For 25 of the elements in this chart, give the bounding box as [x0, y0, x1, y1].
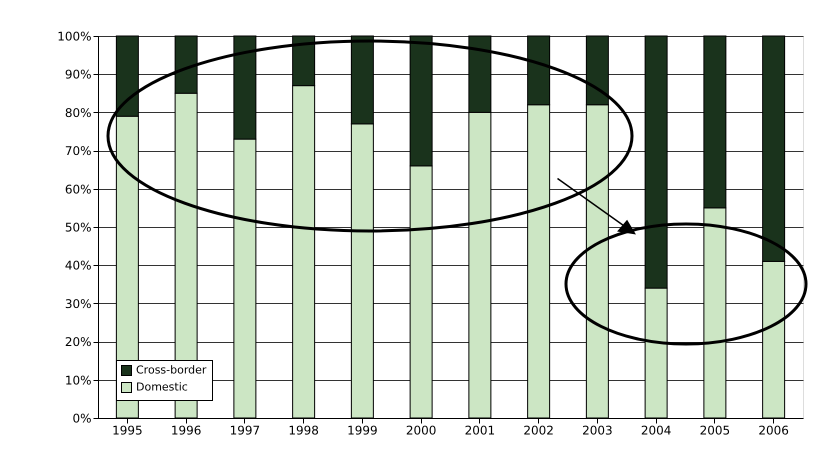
- y-tick-label: 70%: [64, 144, 92, 158]
- x-tick-label: 2004: [640, 424, 672, 438]
- y-tick-label: 40%: [64, 258, 92, 273]
- x-tick-label: 1997: [230, 424, 260, 438]
- legend-label: Cross-border: [136, 364, 207, 376]
- x-tick-label: 2000: [406, 424, 436, 438]
- y-tick-label: 0%: [72, 412, 92, 426]
- y-tick-label: 60%: [64, 182, 92, 196]
- y-tick-label: 90%: [64, 68, 92, 82]
- y-tick-label: 30%: [64, 296, 92, 311]
- x-tick-label: 1999: [347, 424, 378, 438]
- x-tick-label: 1995: [112, 424, 143, 438]
- y-tick-label: 50%: [64, 220, 92, 234]
- x-tick-label: 2002: [523, 424, 554, 438]
- x-tick-label: 1996: [170, 424, 202, 438]
- x-tick-label: 2006: [758, 424, 789, 438]
- y-tick-label: 20%: [64, 335, 92, 350]
- x-tick-label: 2001: [464, 424, 496, 438]
- x-tick-label: 2003: [582, 424, 613, 438]
- legend-label: Domestic: [136, 380, 188, 394]
- x-tick-label: 2005: [700, 424, 730, 438]
- y-tick-label: 10%: [64, 373, 92, 388]
- y-tick-label: 100%: [57, 30, 92, 44]
- x-tick-label: 1998: [288, 424, 319, 438]
- y-tick-label: 80%: [64, 106, 92, 120]
